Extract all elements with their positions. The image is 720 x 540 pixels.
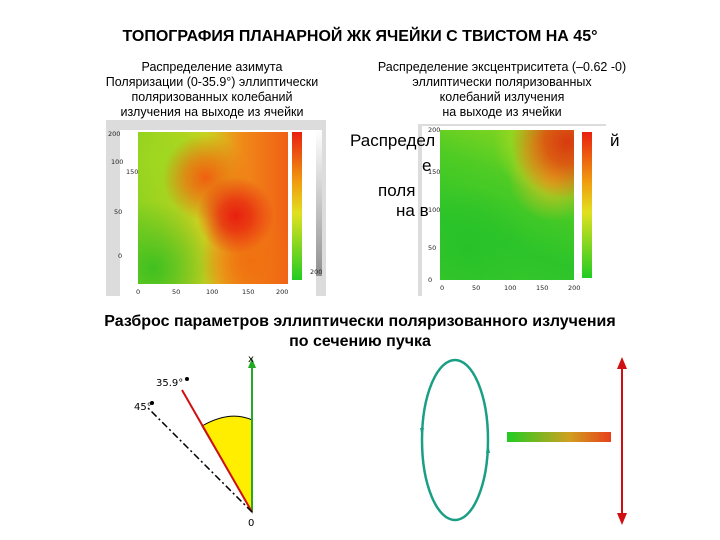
eccentricity-caption: Распределение эксцентриситета (–0.62 -0)… [352, 60, 652, 120]
y-tick: 100 [428, 206, 441, 214]
azimuth-angle-label: 35.9° [156, 378, 183, 389]
x-axis-label: x [248, 354, 254, 365]
eccentricity-colorbar [582, 132, 592, 278]
overlay-text-line: поля [378, 181, 416, 200]
overlay-text-line: на в [396, 201, 429, 220]
azimuth-line [181, 389, 253, 513]
bottom-title: Разброс параметров эллиптически поляризо… [40, 312, 680, 352]
bottom-title-line: по сечению пучка [289, 333, 431, 350]
x-tick: 50 [472, 284, 481, 292]
angle-diagram: x 35.9° 45° 0 [134, 354, 256, 529]
azimuth-caption: Распределение азимута Поляризации (0-35.… [82, 60, 342, 120]
x-tick: 100 [504, 284, 517, 292]
y-tick: 200 [108, 130, 121, 138]
twist-marker [150, 401, 154, 405]
beam-section-arrow [617, 357, 627, 525]
overlay-text-line: е [422, 156, 432, 175]
bottom-title-line: Разброс параметров эллиптически поляризо… [104, 313, 616, 330]
y-tick: 200 [428, 126, 441, 134]
origin-label: 0 [248, 518, 254, 529]
eccentricity-caption-line: на выходе из ячейки [442, 105, 562, 119]
eccentricity-caption-line: колебаний излучения [439, 90, 565, 104]
eccentricity-map-panel: 200 150 100 50 0 0 50 100 150 200 [418, 124, 606, 296]
gray-bar-tick: 200 [310, 268, 323, 276]
arrow-down-icon [617, 513, 627, 525]
x-tick: 150 [242, 288, 255, 296]
eccentricity-caption-line: эллиптически поляризованных [412, 75, 592, 89]
y-tick: 0 [118, 252, 123, 260]
y-tick: 50 [114, 208, 123, 216]
x-tick: 0 [136, 288, 141, 296]
azimuth-colorbar [292, 132, 302, 280]
ellipse-direction-arrow-icon [420, 428, 424, 437]
overlay-text-line: й [610, 131, 620, 150]
azimuth-map-panel: 200 150 100 50 0 0 50 100 150 200 200 [106, 120, 326, 296]
arrow-up-icon [617, 357, 627, 369]
y-tick: 100 [111, 158, 124, 166]
y-tick: 150 [126, 168, 139, 176]
azimuth-caption-line: Распределение азимута [141, 60, 283, 74]
x-tick: 200 [276, 288, 289, 296]
page-title: ТОПОГРАФИЯ ПЛАНАРНОЙ ЖК ЯЧЕЙКИ С ТВИСТОМ… [122, 28, 598, 45]
eccentricity-caption-line: Распределение эксцентриситета (–0.62 -0) [377, 60, 627, 74]
polarization-ellipse-diagram [420, 358, 490, 522]
x-tick: 0 [440, 284, 445, 292]
polarization-ellipse [420, 358, 490, 522]
y-tick: 50 [428, 244, 437, 252]
x-axis-arrow-icon [248, 358, 256, 368]
azimuth-caption-line: поляризованных колебаний [131, 90, 293, 104]
x-tick: 200 [568, 284, 581, 292]
twist-line [147, 407, 253, 513]
x-tick: 150 [536, 284, 549, 292]
eccentricity-heatmap [440, 130, 574, 280]
azimuth-caption-line: Поляризации (0-35.9°) эллиптически [105, 75, 319, 89]
y-tick: 150 [428, 168, 441, 176]
azimuth-marker [185, 377, 189, 381]
y-tick: 0 [428, 276, 433, 284]
eccentricity-gradient-bar [507, 432, 611, 442]
x-tick: 50 [172, 288, 181, 296]
azimuth-caption-line: излучения на выходе из ячейки [120, 105, 304, 119]
ellipse-direction-arrow-icon [486, 443, 490, 453]
overlay-text-line: Распредел [350, 131, 436, 150]
x-tick: 100 [206, 288, 219, 296]
twist-angle-label: 45° [134, 402, 152, 413]
azimuth-heatmap [138, 132, 288, 284]
